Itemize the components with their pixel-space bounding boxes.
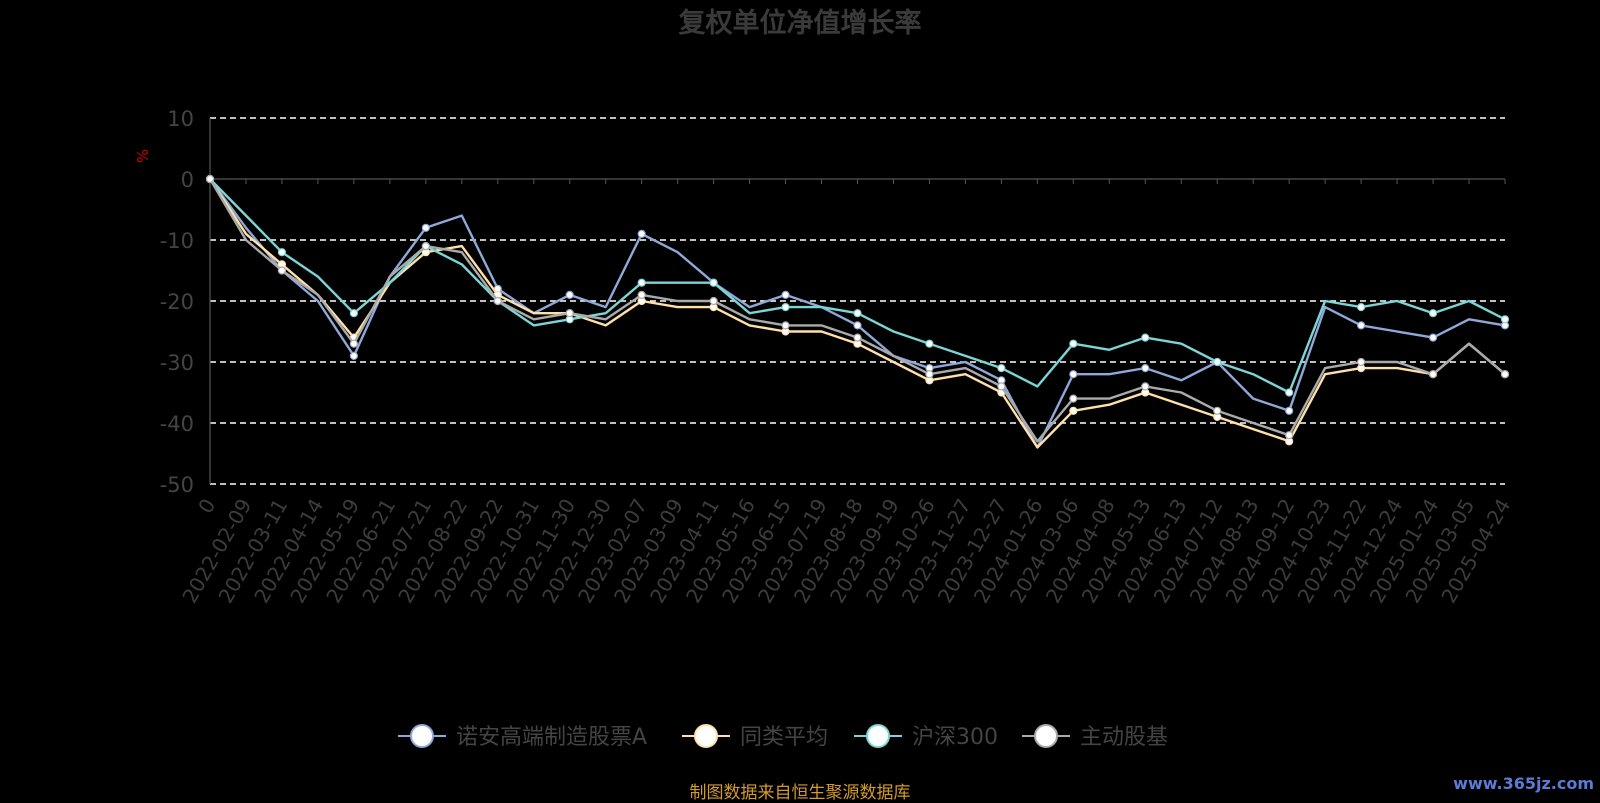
data-point bbox=[349, 339, 358, 348]
data-point bbox=[1285, 406, 1294, 415]
chart-title: 复权单位净值增长率 bbox=[679, 7, 922, 39]
data-point bbox=[1357, 357, 1366, 367]
data-point bbox=[493, 296, 502, 306]
y-tick-label: -20 bbox=[160, 290, 194, 314]
data-point bbox=[1213, 406, 1222, 415]
data-point bbox=[1213, 357, 1222, 367]
data-point bbox=[1500, 370, 1510, 379]
legend-label: 沪深300 bbox=[912, 725, 998, 750]
data-point bbox=[853, 309, 862, 318]
data-point bbox=[781, 321, 790, 330]
y-tick-label: -50 bbox=[160, 473, 194, 497]
legend-marker bbox=[694, 724, 718, 748]
data-point bbox=[1069, 339, 1078, 348]
series-0 bbox=[205, 174, 1510, 449]
data-point bbox=[1428, 370, 1438, 379]
data-point bbox=[925, 370, 934, 379]
data-point bbox=[1500, 315, 1510, 324]
legend-item[interactable]: 诺安高端制造股票A bbox=[398, 724, 647, 750]
data-point bbox=[1428, 333, 1438, 342]
data-point bbox=[997, 382, 1006, 391]
legend-marker bbox=[410, 724, 434, 748]
data-point bbox=[277, 248, 287, 257]
legend-label: 同类平均 bbox=[740, 725, 828, 750]
axes: 100-10-20-30-40-5002022-02-092022-03-112… bbox=[160, 107, 1516, 607]
y-tick-label: 0 bbox=[181, 168, 194, 192]
data-point bbox=[1069, 370, 1078, 379]
watermark: www.365jz.com bbox=[1453, 774, 1594, 793]
data-source-note: 制图数据来自恒生聚源数据库 bbox=[689, 783, 911, 803]
data-point bbox=[349, 309, 358, 318]
grid-lines bbox=[210, 117, 1505, 485]
data-point bbox=[1069, 406, 1078, 415]
legend-item[interactable]: 同类平均 bbox=[682, 724, 828, 750]
x-tick-label: 0 bbox=[193, 495, 220, 518]
y-tick-label: -10 bbox=[160, 229, 194, 253]
data-point bbox=[1069, 394, 1078, 403]
data-point bbox=[853, 321, 862, 330]
data-point bbox=[1285, 388, 1294, 397]
data-point bbox=[205, 174, 215, 184]
data-point bbox=[709, 296, 718, 306]
y-axis-unit: % bbox=[134, 149, 152, 163]
data-point bbox=[781, 303, 790, 312]
data-point bbox=[637, 290, 646, 299]
data-point bbox=[277, 266, 287, 275]
data-point bbox=[1428, 309, 1438, 318]
series-group bbox=[205, 174, 1510, 449]
data-point bbox=[421, 242, 430, 251]
data-point bbox=[997, 364, 1006, 373]
legend-item[interactable]: 主动股基 bbox=[1022, 724, 1168, 750]
data-point bbox=[1141, 364, 1150, 373]
legend-label: 主动股基 bbox=[1080, 725, 1168, 750]
legend-marker bbox=[1034, 724, 1058, 748]
data-point bbox=[925, 339, 934, 348]
data-point bbox=[637, 278, 646, 287]
data-point bbox=[1285, 431, 1294, 440]
data-point bbox=[349, 351, 358, 360]
data-point bbox=[565, 290, 574, 299]
data-point bbox=[781, 290, 790, 299]
y-tick-label: 10 bbox=[167, 107, 194, 131]
data-point bbox=[565, 309, 574, 318]
data-point bbox=[1141, 382, 1150, 391]
y-tick-label: -40 bbox=[160, 412, 194, 436]
legend-label: 诺安高端制造股票A bbox=[456, 725, 647, 750]
legend-marker bbox=[866, 724, 890, 748]
series-3 bbox=[205, 174, 1510, 443]
data-point bbox=[1357, 303, 1366, 312]
data-point bbox=[637, 229, 646, 238]
data-point bbox=[853, 333, 862, 342]
data-point bbox=[1357, 321, 1366, 330]
data-point bbox=[421, 223, 430, 232]
series-line bbox=[209, 178, 1506, 394]
y-tick-label: -30 bbox=[160, 351, 194, 375]
data-point bbox=[709, 278, 718, 287]
legend-item[interactable]: 沪深300 bbox=[854, 724, 998, 750]
data-point bbox=[1141, 333, 1150, 342]
series-2 bbox=[205, 174, 1510, 397]
legend[interactable]: 诺安高端制造股票A 同类平均 沪深300 主动股基 bbox=[398, 724, 1168, 750]
